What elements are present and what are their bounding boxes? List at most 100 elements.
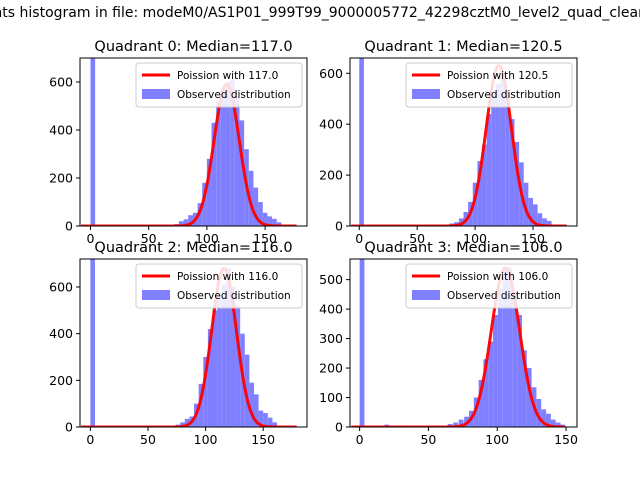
histogram-bar <box>230 287 236 427</box>
histogram-bar <box>546 413 551 427</box>
y-tick-label: 200 <box>49 171 73 186</box>
histogram-bar <box>272 422 278 427</box>
histogram-bar <box>458 218 464 226</box>
histogram-bar <box>258 202 263 226</box>
axes-frame <box>349 258 578 428</box>
poisson-curve <box>80 266 298 427</box>
legend-observed-label: Observed distribution <box>177 290 291 302</box>
histogram-bar <box>478 379 484 427</box>
legend-observed-label: Observed distribution <box>177 89 291 101</box>
histogram-bar <box>482 144 487 226</box>
histogram-bar <box>253 187 259 226</box>
y-tick-label: 300 <box>319 331 343 346</box>
histogram-bar <box>184 418 190 427</box>
subplot-title: Quadrant 2: Median=116.0 <box>94 240 292 256</box>
subplot-title: Quadrant 1: Median=120.5 <box>364 39 562 55</box>
histogram-bar <box>267 216 273 226</box>
histogram-bar <box>550 419 556 427</box>
legend-box <box>405 263 573 309</box>
histogram-bar <box>509 119 515 226</box>
histogram-bar <box>267 417 273 427</box>
histogram-bar <box>473 397 479 427</box>
y-tick-label: 400 <box>49 123 73 138</box>
plot-area <box>350 259 566 427</box>
histogram-bar <box>253 394 259 427</box>
figure-suptitle: Counts histogram in file: modeM0/AS1P01_… <box>0 5 640 21</box>
subplot-quadrant-1: 0 50 100 150 0 200 400 600 Quadrant 1: Median=12… <box>319 39 578 246</box>
histogram-bar <box>272 218 277 226</box>
histogram-bar <box>203 357 208 427</box>
histogram-bar <box>537 213 543 226</box>
subplot-quadrant-0: 0 50 100 150 0 200 400 600 Quadrant 0: Median=11… <box>49 39 308 246</box>
histogram-bar <box>206 158 212 226</box>
legend: Poission with 116.0 Observed distribution <box>135 263 303 309</box>
poisson-curve <box>350 64 568 226</box>
histogram-bar <box>198 383 204 427</box>
y-tick-label: 0 <box>65 219 73 234</box>
x-tick-label: 100 <box>463 231 487 246</box>
histogram-bar <box>249 382 254 427</box>
histogram-bar <box>488 341 494 427</box>
histogram-bar <box>230 79 235 226</box>
x-tick-label: 50 <box>141 231 157 246</box>
histogram-bar <box>359 58 364 226</box>
legend-observed-swatch <box>412 89 440 99</box>
histogram-bar <box>90 259 95 427</box>
subplot-quadrant-3: 0 50 100 150 0 100 200 300 400 500 Quadrant 3: Med… <box>319 240 578 447</box>
x-tick-label: 150 <box>251 432 275 447</box>
histogram-bar <box>507 267 513 427</box>
y-tick-label: 600 <box>319 66 343 81</box>
subplot-title: Quadrant 0: Median=117.0 <box>94 39 292 55</box>
x-tick-label: 150 <box>554 432 578 447</box>
histogram-bar <box>217 296 222 427</box>
subplot-title: Quadrant 3: Median=106.0 <box>364 240 562 256</box>
subplot-quadrant-2: 0 50 100 150 0 200 400 600 Quadrant 2: Median=11… <box>49 240 308 447</box>
plot-area <box>80 58 298 226</box>
axes-frame <box>349 57 578 227</box>
histogram-bar <box>472 182 478 226</box>
y-tick-label: 600 <box>49 75 73 90</box>
x-tick-label: 0 <box>355 231 363 246</box>
poisson-curve <box>80 82 298 226</box>
x-tick-label: 100 <box>485 432 509 447</box>
legend-poisson-label: Poission with 106.0 <box>447 271 548 283</box>
histogram-bar <box>202 182 207 226</box>
legend-poisson-label: Poission with 116.0 <box>177 271 278 283</box>
histogram-bar <box>505 98 510 226</box>
histogram-bar <box>239 120 245 226</box>
histogram-bar <box>546 220 552 226</box>
legend: Poission with 120.5 Observed distribution <box>405 62 573 108</box>
x-tick-label: 100 <box>195 231 219 246</box>
histogram-bar <box>211 122 217 226</box>
x-tick-label: 50 <box>140 432 156 447</box>
x-tick-label: 150 <box>253 231 277 246</box>
histogram-bar <box>491 93 496 226</box>
histogram-bar <box>497 288 503 427</box>
legend-box <box>405 62 573 108</box>
legend-poisson-label: Poission with 117.0 <box>177 70 278 82</box>
histogram-bar <box>263 413 268 427</box>
y-tick-label: 600 <box>49 280 73 295</box>
y-tick-label: 200 <box>49 373 73 388</box>
x-tick-label: 0 <box>87 231 95 246</box>
histogram-bar <box>523 182 529 226</box>
histogram-bar <box>248 170 254 226</box>
legend-observed-label: Observed distribution <box>447 290 561 302</box>
legend-observed-swatch <box>142 290 170 300</box>
histogram-bar <box>502 267 508 427</box>
histogram-bar <box>244 354 250 427</box>
legend-observed-swatch <box>142 89 170 99</box>
histogram-bar <box>262 212 268 226</box>
histogram-bar <box>514 142 520 226</box>
histogram-bar <box>528 198 533 226</box>
y-tick-label: 400 <box>319 117 343 132</box>
histogram-bar <box>258 410 264 427</box>
plot-area <box>350 58 568 226</box>
histogram-bar <box>521 350 527 427</box>
histogram-bar <box>493 315 498 427</box>
histogram-bar <box>221 284 227 427</box>
histogram-bar <box>526 368 532 427</box>
x-tick-label: 150 <box>521 231 545 246</box>
histogram-bar <box>536 399 542 427</box>
